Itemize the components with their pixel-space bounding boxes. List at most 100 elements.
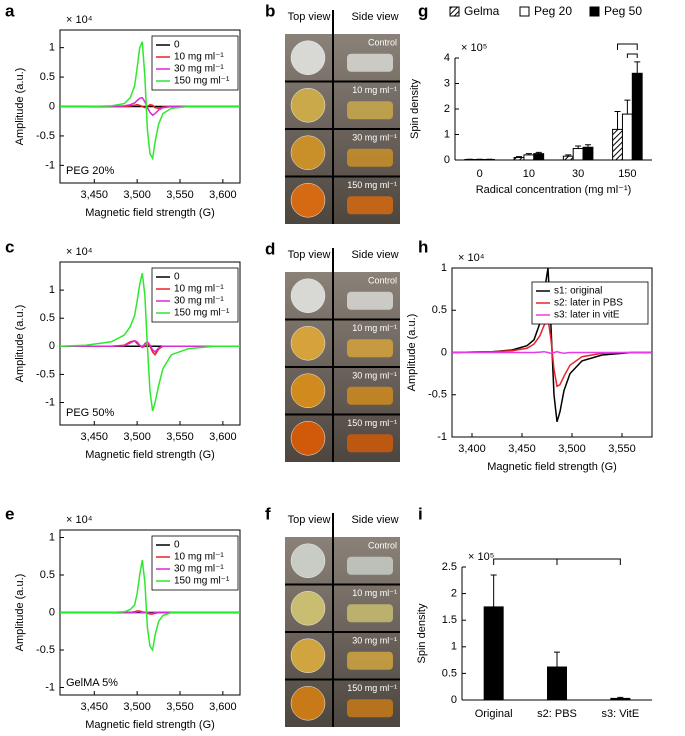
y-tick-label: -1 — [45, 396, 55, 408]
side-view-sample — [347, 651, 393, 670]
photo-header: Side view — [351, 249, 398, 261]
x-tick-label: 150 — [618, 168, 636, 180]
bar — [547, 666, 567, 701]
legend-label: 0 — [174, 540, 180, 551]
legend-swatch — [449, 6, 460, 17]
side-view-sample — [347, 339, 393, 358]
y-axis-title: Amplitude (a.u.) — [14, 305, 26, 383]
y-tick-label: -0.5 — [36, 368, 55, 380]
y-tick-label: 1 — [441, 262, 447, 274]
bar — [612, 128, 623, 161]
x-axis-title: Magnetic field strength (G) — [487, 461, 617, 473]
x-axis-title: Magnetic field strength (G) — [85, 719, 215, 731]
legend-label: 0 — [174, 40, 180, 51]
panel-letter: e — [5, 504, 14, 523]
legend-label: 30 mg ml⁻¹ — [174, 296, 224, 307]
x-tick-label: 10 — [523, 168, 535, 180]
top-view-sample — [290, 373, 326, 408]
top-view-sample — [290, 278, 326, 313]
legend-label: s2: later in PBS — [554, 298, 623, 309]
multiplier: × 10⁴ — [66, 246, 93, 258]
panel-letter: g — [418, 1, 428, 20]
y-tick-label: -0.5 — [36, 644, 55, 656]
photo-label: 150 mg ml⁻¹ — [347, 180, 397, 190]
photo-label: Control — [368, 37, 397, 47]
bar — [621, 113, 633, 161]
y-axis-title: Amplitude (a.u.) — [14, 574, 26, 652]
annotation: PEG 50% — [66, 407, 115, 419]
side-view-sample — [347, 556, 393, 575]
top-view-sample — [290, 421, 326, 456]
y-tick-label: -1 — [45, 159, 55, 171]
y-tick-label: 0.5 — [442, 667, 457, 679]
error-bar — [575, 145, 582, 149]
y-tick-label: 1 — [49, 531, 55, 543]
plot-frame — [59, 261, 241, 426]
x-tick-label: 3,550 — [166, 189, 194, 201]
error-bar — [614, 111, 621, 130]
y-tick-label: 0.5 — [432, 304, 447, 316]
top-view-sample — [290, 135, 326, 170]
x-axis-title: Radical concentration (mg ml⁻¹) — [476, 184, 632, 196]
error-bar — [525, 153, 532, 155]
y-tick-label: 1 — [49, 42, 55, 54]
series-line — [60, 559, 240, 652]
panel-letter: d — [265, 239, 275, 258]
multiplier: × 10⁴ — [66, 514, 93, 526]
legend-label: 30 mg ml⁻¹ — [174, 564, 224, 575]
x-tick-label: s3: VitE — [601, 708, 639, 720]
multiplier: × 10⁴ — [66, 14, 93, 26]
x-tick-label: 3,600 — [209, 431, 237, 443]
panel-letter: h — [418, 237, 428, 256]
legend-label: Peg 50 — [604, 4, 642, 18]
bar — [610, 697, 631, 701]
top-view-sample — [290, 638, 326, 673]
x-tick-label: 3,400 — [458, 443, 486, 455]
x-tick-label: 3,500 — [558, 443, 586, 455]
top-view-sample — [290, 183, 326, 218]
x-tick-label: 3,450 — [508, 443, 536, 455]
photo-label: 30 mg ml⁻¹ — [352, 370, 397, 380]
x-tick-label: 30 — [572, 168, 584, 180]
x-tick-label: Original — [475, 708, 513, 720]
bar — [582, 146, 594, 161]
annotation: GelMA 5% — [66, 677, 118, 689]
legend-swatch — [519, 6, 530, 17]
photo-label: Control — [368, 275, 397, 285]
photo-label: 150 mg ml⁻¹ — [347, 418, 397, 428]
x-tick-label: 3,550 — [608, 443, 636, 455]
panel-letter: b — [265, 1, 275, 20]
x-tick-label: 3,600 — [209, 701, 237, 713]
photo-label: 30 mg ml⁻¹ — [352, 132, 397, 142]
legend-label: 0 — [174, 272, 180, 283]
photo-header: Top view — [288, 11, 331, 23]
panel-letter: c — [5, 237, 14, 256]
top-view-sample — [290, 88, 326, 123]
legend-label: Gelma — [464, 4, 500, 18]
y-tick-label: 0.5 — [40, 312, 55, 324]
y-axis-title: Amplitude (a.u.) — [14, 68, 26, 146]
legend-label: 150 mg ml⁻¹ — [174, 576, 230, 587]
x-tick-label: 3,450 — [81, 701, 109, 713]
series-line — [60, 339, 240, 353]
legend-label: s3: later in vitE — [554, 310, 620, 321]
legend-label: 150 mg ml⁻¹ — [174, 308, 230, 319]
photo-label: 30 mg ml⁻¹ — [352, 635, 397, 645]
y-tick-label: 2 — [444, 103, 450, 115]
y-tick-label: 0 — [49, 100, 55, 112]
series-line — [59, 273, 240, 412]
significance-bracket — [617, 43, 638, 58]
y-tick-label: 1 — [444, 128, 450, 140]
legend-label: s1: original — [554, 286, 602, 297]
y-tick-label: 0 — [49, 606, 55, 618]
legend-box — [531, 281, 649, 325]
legend-label: 30 mg ml⁻¹ — [174, 64, 224, 75]
x-tick-label: 0 — [477, 168, 483, 180]
side-view-sample — [347, 291, 393, 310]
side-view-sample — [347, 196, 393, 215]
bar — [631, 72, 643, 161]
panel-letter: i — [418, 504, 423, 523]
x-axis-title: Magnetic field strength (G) — [85, 449, 215, 461]
series-line — [60, 41, 240, 161]
photo-label: 10 mg ml⁻¹ — [352, 85, 397, 95]
